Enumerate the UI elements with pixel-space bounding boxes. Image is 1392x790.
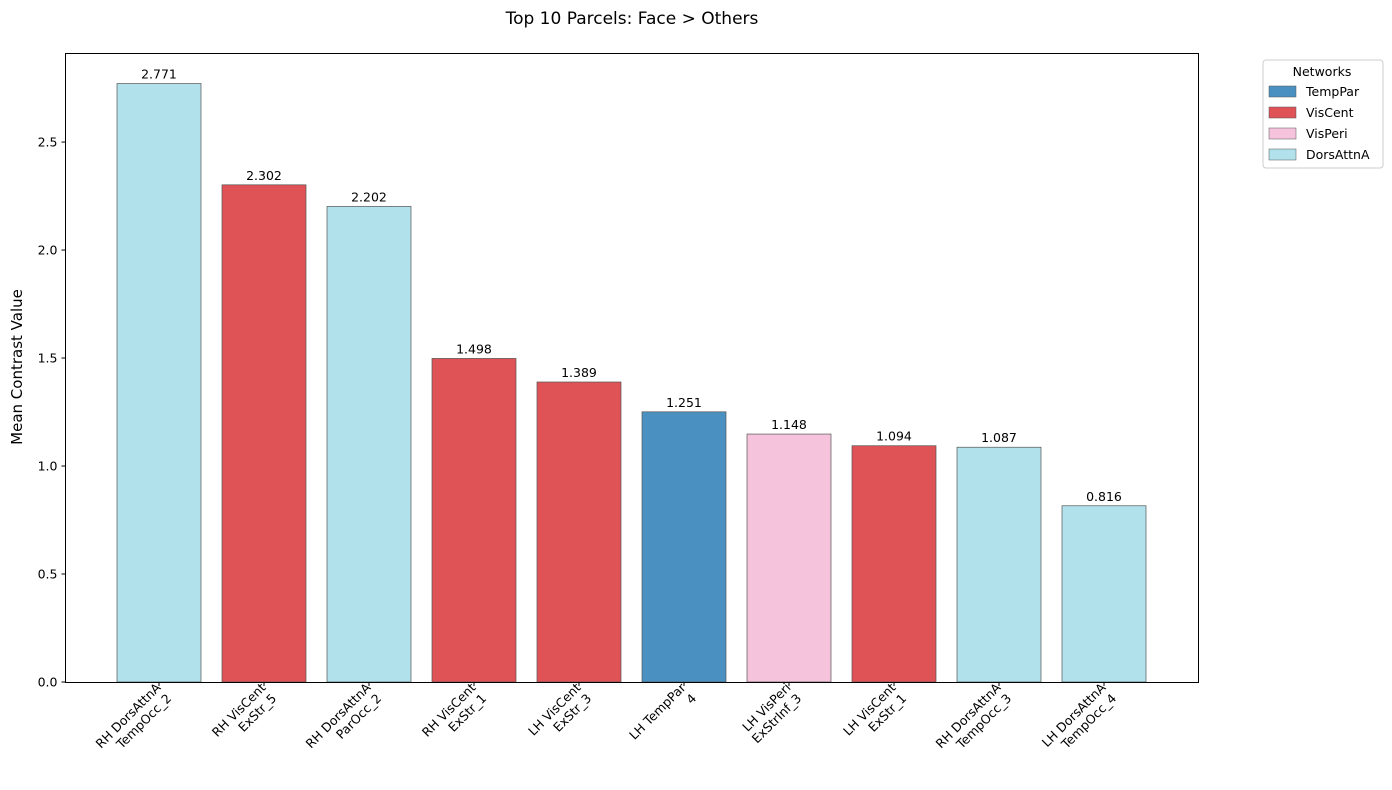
legend-swatch-temppar <box>1268 85 1297 98</box>
legend-label-temppar: TempPar <box>1305 84 1360 99</box>
value-label-5: 1.389 <box>561 365 597 380</box>
chart-title: Top 10 Parcels: Face > Others <box>505 9 759 29</box>
value-label-4: 1.498 <box>456 341 492 356</box>
value-label-1: 2.771 <box>141 67 177 82</box>
legend-items: TempPar VisCent VisPeri DorsAttnA <box>1268 84 1370 162</box>
legend-swatch-dorsattna <box>1268 148 1297 161</box>
value-label-2: 2.302 <box>246 168 282 183</box>
y-tick-label-5: 2.0 <box>38 243 58 258</box>
y-tick-label-3: 1.0 <box>38 459 58 474</box>
bars-layer <box>116 83 1147 683</box>
legend-swatch-visperi <box>1268 127 1297 140</box>
bar-2 <box>221 184 307 683</box>
bar-4 <box>431 358 517 683</box>
bar-9 <box>956 446 1042 683</box>
legend-label-dorsattna: DorsAttnA <box>1306 147 1370 162</box>
legend-label-visperi: VisPeri <box>1306 126 1348 141</box>
legend-swatch-viscent <box>1268 106 1297 119</box>
legend-label-viscent: VisCent <box>1306 105 1354 120</box>
bar-10 <box>1061 505 1147 683</box>
value-label-9: 1.087 <box>981 430 1017 445</box>
y-tick-label-4: 1.5 <box>38 351 58 366</box>
value-label-10: 0.816 <box>1086 489 1122 504</box>
legend-title: Networks <box>1293 64 1352 79</box>
y-tick-label-2: 0.5 <box>38 567 58 582</box>
bar-3 <box>326 206 412 683</box>
y-axis: 0.0 0.5 1.0 1.5 2.0 2.5 <box>38 135 66 690</box>
y-axis-label: Mean Contrast Value <box>8 289 26 445</box>
x-tick-label-line: LH TempPar <box>626 679 689 742</box>
bar-1 <box>116 83 202 683</box>
y-tick-label-1: 0.0 <box>38 675 58 690</box>
value-labels-layer: 2.771 2.302 2.202 1.498 1.389 1.251 1.148 1.094… <box>141 67 1122 504</box>
y-tick-label-6: 2.5 <box>38 135 58 150</box>
value-label-6: 1.251 <box>666 395 702 410</box>
bar-7 <box>746 433 832 683</box>
x-tick-label-line: 4 <box>683 691 699 707</box>
plot-frame <box>65 53 1199 683</box>
value-label-3: 2.202 <box>351 189 387 204</box>
value-label-7: 1.148 <box>771 417 807 432</box>
bar-8 <box>851 445 937 683</box>
bar-5 <box>536 381 622 683</box>
legend: Networks TempPar VisCent VisPeri DorsAttnA <box>1262 59 1384 169</box>
value-label-8: 1.094 <box>876 429 912 444</box>
bar-6 <box>641 411 727 683</box>
